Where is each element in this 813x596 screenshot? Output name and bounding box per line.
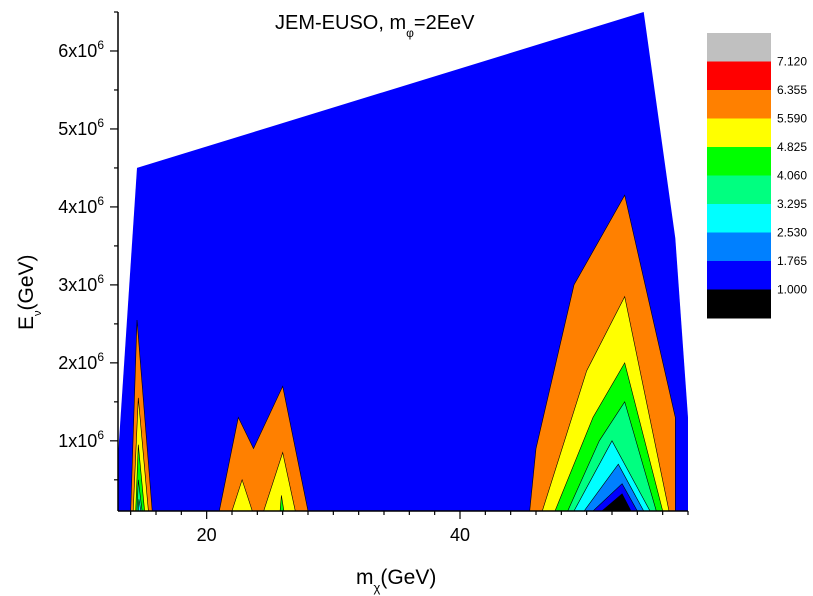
legend-swatch (707, 204, 771, 233)
y-tick-label: 5x106 (58, 116, 104, 139)
x-tick-label: 40 (450, 525, 470, 545)
legend-swatch (707, 232, 771, 262)
legend-label: 2.530 (777, 226, 807, 240)
contour-regions (130, 194, 676, 512)
legend-label: 4.825 (777, 140, 807, 154)
legend-swatch (707, 175, 771, 205)
x-axis-title-main: m (356, 566, 374, 589)
contour-fill-base (118, 12, 688, 511)
legend-label: 1.000 (777, 283, 807, 297)
chart-title-suffix: =2EeV (414, 12, 475, 34)
chart-title-sub: φ (406, 26, 414, 40)
chart-title-main: JEM-EUSO, m (275, 12, 406, 34)
x-tick-label: 20 (197, 525, 217, 545)
y-axis-title-main: E (15, 316, 38, 330)
legend-label: 4.060 (777, 169, 807, 183)
contour-boundary (118, 12, 688, 511)
legend-label: 7.120 (777, 55, 807, 69)
legend-label: 5.590 (777, 112, 807, 126)
legend-swatch (707, 90, 771, 119)
y-ticks: 1x106 2x106 3x106 4x106 5x106 6x106 (58, 11, 118, 481)
legend-label: 3.295 (777, 197, 807, 211)
x-axis-title: mχ(GeV) (356, 566, 436, 595)
x-ticks: 20 40 (130, 511, 689, 545)
y-tick-label: 6x106 (58, 38, 104, 61)
y-tick-label: 4x106 (58, 194, 104, 217)
y-tick-label: 2x106 (58, 350, 104, 373)
legend-label: 6.355 (777, 83, 807, 97)
y-tick-label: 3x106 (58, 272, 104, 295)
x-axis-title-suffix: (GeV) (380, 566, 436, 589)
y-axis-title-sub: ν (32, 310, 44, 316)
legend-swatch (707, 147, 771, 176)
x-axis-title-sub: χ (374, 580, 381, 595)
legend-swatch (707, 33, 771, 62)
y-tick-label: 1x106 (58, 428, 104, 451)
legend-swatch (707, 289, 771, 319)
chart-title: JEM-EUSO, mφ=2EeV (275, 12, 475, 40)
legend-swatch (707, 118, 771, 148)
y-axis-title: Eν(GeV) (15, 254, 44, 330)
legend-swatch (707, 261, 771, 290)
y-axis-title-suffix: (GeV) (15, 254, 38, 310)
legend-swatch (707, 61, 771, 91)
color-legend: 7.120 6.355 5.590 4.825 4.060 3.295 2.530 1.765… (707, 33, 807, 319)
legend-label: 1.765 (777, 254, 807, 268)
